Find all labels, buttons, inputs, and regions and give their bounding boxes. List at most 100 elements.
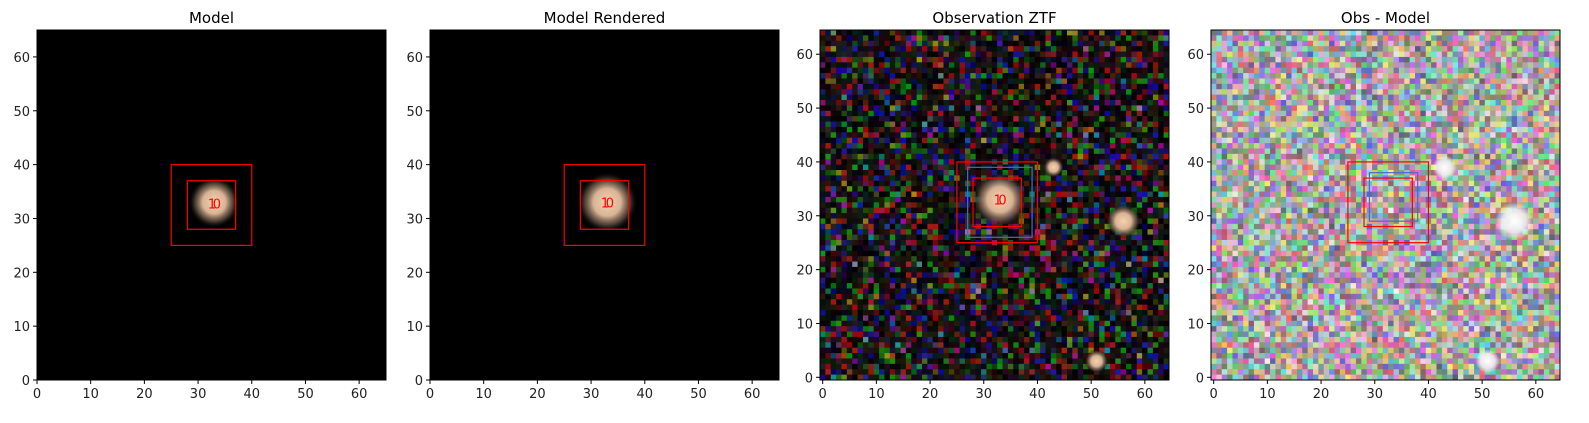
pixel [976,105,982,111]
pixel [890,240,896,246]
pixel [1148,224,1154,230]
pixel [1222,353,1228,359]
pixel [1040,89,1046,95]
pixel [1078,218,1084,224]
pixel [874,358,880,364]
pixel [1126,256,1132,262]
pixel [938,105,944,111]
pixel [895,175,901,181]
pixel [1078,305,1084,311]
pixel [922,170,928,176]
pixel [852,181,858,187]
pixel [1131,165,1137,171]
pixel [895,95,901,101]
pixel [922,95,928,101]
pixel [1254,192,1260,198]
pixel [858,78,864,84]
pixel [1099,326,1105,332]
pixel [1110,197,1116,203]
pixel [852,68,858,74]
pixel [938,148,944,154]
pixel [852,262,858,268]
pixel [1137,299,1143,305]
pixel [1110,122,1116,128]
pixel [820,68,826,74]
pixel [1099,78,1105,84]
pixel [1019,89,1025,95]
pixel [1238,35,1244,41]
pixel [992,315,998,321]
y-tick-label: 10 [13,320,30,335]
pixel [1003,251,1009,257]
pixel [981,78,987,84]
pixel [847,310,853,316]
pixel [1232,358,1238,364]
pixel [1232,111,1238,117]
pixel [868,299,874,305]
pixel [884,288,890,294]
pixel [1142,315,1148,321]
pixel [1232,138,1238,144]
pixel [1211,100,1217,106]
pixel [841,154,847,160]
pixel [1216,186,1222,192]
pixel [1142,337,1148,343]
pixel [1211,52,1217,58]
pixel [906,116,912,122]
pixel [965,143,971,149]
pixel [927,138,933,144]
pixel [1126,299,1132,305]
pixel [890,159,896,165]
pixel [1078,57,1084,63]
pixel [895,332,901,338]
pixel [863,208,869,214]
pixel [868,111,874,117]
pixel [1024,267,1030,273]
pixel [976,288,982,294]
pixel [1222,100,1228,106]
pixel [933,138,939,144]
pixel [1013,256,1019,262]
pixel [1115,299,1121,305]
pixel [901,78,907,84]
pixel [1211,159,1217,165]
pixel [1158,132,1164,138]
pixel [1232,294,1238,300]
pixel [949,84,955,90]
pixel [825,116,831,122]
pixel [1232,100,1238,106]
pixel [884,73,890,79]
pixel [960,267,966,273]
pixel [1067,342,1073,348]
pixel [895,52,901,58]
pixel [852,35,858,41]
pixel [1137,138,1143,144]
pixel [992,95,998,101]
pixel [949,143,955,149]
pixel [820,143,826,149]
pixel [1078,105,1084,111]
pixel [1238,175,1244,181]
pixel [1056,342,1062,348]
pixel [1243,89,1249,95]
pixel [922,41,928,47]
pixel [1105,100,1111,106]
pixel [1216,89,1222,95]
pixel [1099,294,1105,300]
pixel [1046,262,1052,268]
pixel [1126,192,1132,198]
pixel [960,116,966,122]
pixel [895,68,901,74]
pixel [841,267,847,273]
pixel [1062,95,1068,101]
pixel [1243,251,1249,257]
pixel [1211,57,1217,63]
pixel [1046,294,1052,300]
pixel [1024,326,1030,332]
pixel [949,332,955,338]
pixel [901,186,907,192]
pixel [981,84,987,90]
pixel [1153,229,1159,235]
pixel [1046,41,1052,47]
pixel [879,105,885,111]
